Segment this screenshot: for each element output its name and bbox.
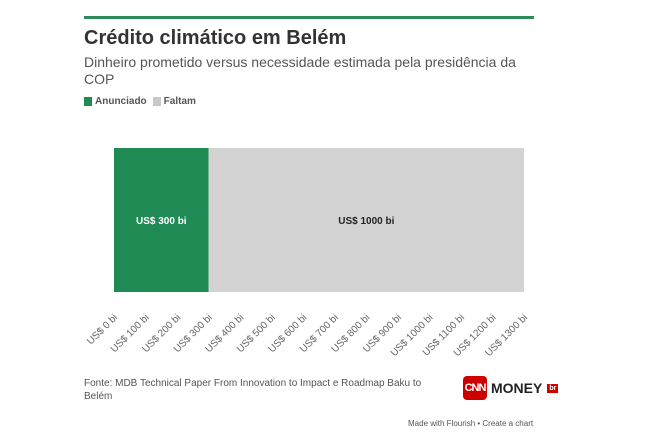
- chart-subtitle: Dinheiro prometido versus necessidade es…: [84, 54, 516, 87]
- legend-swatch-faltam: [152, 97, 161, 106]
- bar-faltam[interactable]: [208, 148, 524, 292]
- legend: Anunciado Faltam: [84, 96, 196, 107]
- cnn-money-logo: CNN MONEY br: [463, 376, 559, 400]
- top-rule: [84, 16, 534, 19]
- chart-title: Crédito climático em Belém: [84, 27, 347, 49]
- money-wordmark: MONEY: [491, 380, 543, 396]
- legend-item-faltam[interactable]: Faltam: [152, 96, 196, 107]
- cnn-logo-box: CNN: [463, 376, 487, 400]
- bar-anunciado[interactable]: [114, 148, 209, 292]
- legend-label-anunciado: Anunciado: [95, 96, 147, 107]
- legend-swatch-anunciado: [84, 97, 92, 106]
- data-label-faltam: US$ 1000 bi: [338, 216, 394, 227]
- data-label-anunciado: US$ 300 bi: [136, 216, 187, 227]
- legend-label-faltam: Faltam: [163, 96, 196, 107]
- money-badge: br: [547, 383, 559, 393]
- flourish-footer[interactable]: Made with Flourish • Create a chart: [408, 419, 534, 428]
- legend-item-anunciado[interactable]: Anunciado: [84, 96, 147, 107]
- source-note: Fonte: MDB Technical Paper From Innovati…: [84, 378, 422, 402]
